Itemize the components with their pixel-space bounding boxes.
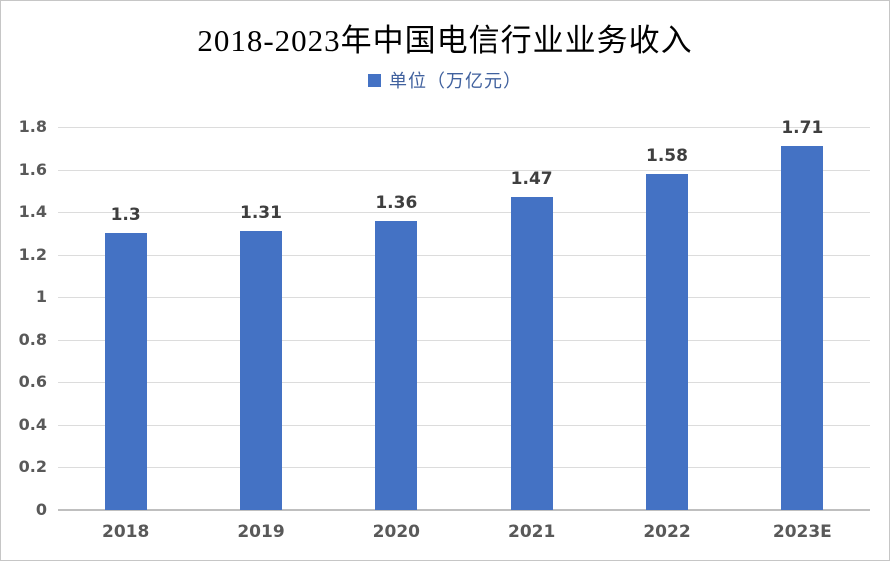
x-axis-label-2022: 2022 — [643, 522, 691, 542]
gridline — [58, 127, 870, 128]
y-axis-tick-1: 1 — [35, 287, 47, 307]
gridline — [58, 212, 870, 214]
gridline — [58, 254, 870, 256]
legend-marker-icon — [368, 73, 381, 87]
x-axis-label-2021: 2021 — [507, 522, 556, 542]
value-label-2021: 1.47 — [510, 169, 553, 190]
x-axis-label-2018: 2018 — [101, 522, 150, 542]
gridline — [58, 467, 870, 469]
gridline — [58, 297, 870, 299]
y-axis-tick-0: 0 — [35, 500, 47, 519]
x-axis-label-2019: 2019 — [237, 522, 285, 542]
y-axis-tick-1.8: 1.8 — [18, 117, 47, 136]
y-axis-tick-0.6: 0.6 — [18, 372, 47, 392]
plot-area: 1.3 1.31 1.36 1.47 1.58 1.71 — [58, 118, 870, 511]
x-axis-label-2020: 2020 — [372, 522, 420, 542]
value-label-2018: 1.3 — [110, 205, 141, 226]
gridline — [58, 339, 870, 341]
value-label-2019: 1.31 — [240, 203, 282, 224]
value-label-2020: 1.36 — [375, 192, 418, 213]
value-label-2023E: 1.71 — [781, 118, 824, 139]
gridline — [58, 382, 870, 384]
chart-title: 2018-2023年中国电信行业业务收入 — [197, 23, 693, 58]
bar-2018 — [104, 233, 147, 510]
bar-2023E — [781, 146, 824, 510]
x-axis-line — [58, 509, 870, 511]
bar-2021 — [510, 197, 553, 510]
x-axis-label-2023E: 2023E — [772, 522, 832, 542]
bar-2020 — [375, 220, 418, 510]
y-axis-tick-1.2: 1.2 — [18, 244, 47, 264]
value-label-2022: 1.58 — [646, 145, 688, 166]
y-axis-tick-1.6: 1.6 — [18, 159, 47, 179]
legend: 单位（万亿元） — [1, 67, 889, 93]
y-axis-tick-0.4: 0.4 — [18, 414, 47, 434]
gridline — [58, 169, 870, 171]
y-axis-tick-0.8: 0.8 — [18, 329, 47, 349]
bar-2019 — [240, 231, 282, 510]
bar-2022 — [646, 173, 688, 510]
gridline — [58, 424, 870, 426]
y-axis-tick-0.2: 0.2 — [18, 457, 47, 477]
legend-label: 单位（万亿元） — [389, 71, 522, 92]
y-axis-tick-1.4: 1.4 — [18, 202, 47, 222]
